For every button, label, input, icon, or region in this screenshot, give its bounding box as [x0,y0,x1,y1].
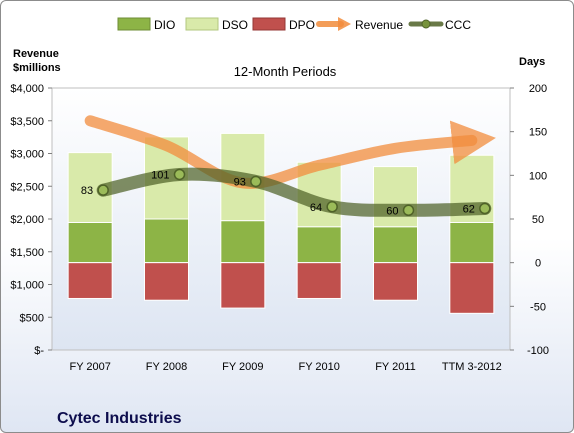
right-tick-label-2: -50 [530,301,546,313]
right-tick-label-6: 150 [529,127,547,139]
legend-label-dio: DIO [154,18,175,32]
left-tick-label-2: $500 [20,312,44,324]
legend-label-revenue: Revenue [355,18,403,32]
legend-label-dpo: DPO [289,18,315,32]
revenue-layer [84,115,496,189]
legend-item-dio: DIO [117,17,175,32]
ccc-point-4 [326,201,338,213]
company-name: Cytec Industries [57,410,182,427]
ccc-data-label-1: 83 [81,185,93,197]
left-axis-title-line2: $millions [13,62,61,74]
dio-bar-4 [296,226,342,264]
x-tick-label-2: FY 2008 [146,361,187,373]
ccc-data-label-5: 60 [386,205,398,217]
dpo-bar-1 [67,262,113,299]
ccc-data-label-2: 101 [151,169,169,181]
legend-item-ccc: CCC [408,18,471,32]
left-tick-label-3: $1,000 [10,280,44,292]
ccc-data-label-6: 62 [463,204,475,216]
x-tick-label-3: FY 2009 [222,361,263,373]
dio-bar-1 [67,221,113,264]
ccc-point-5 [402,204,415,217]
legend-item-revenue: Revenue [316,17,403,32]
x-tick-label-4: FY 2010 [298,361,339,373]
legend-label-ccc: CCC [445,18,471,32]
ccc-data-label-4: 64 [310,202,322,214]
ccc-point-1 [97,184,109,196]
left-axis: $- $500 $1,000 $1,500 $2,000 $2,500 $3,000 $3,5… [10,83,52,357]
right-tick-label-1: -100 [527,345,549,357]
right-tick-label-4: 50 [532,214,544,226]
ccc-line [96,167,492,217]
legend: DIO DSO DPO Revenue CCC [117,17,471,32]
legend-item-dpo: DPO [252,17,315,32]
dio-bar-2 [144,218,189,264]
right-tick-label-7: 200 [529,83,547,95]
dpo-bar-4 [296,262,342,299]
left-axis-title-line1: Revenue [13,48,59,60]
x-axis: FY 2007 FY 2008 FY 2009 FY 2010 FY 2011 TTM 3… [69,361,501,373]
x-tick-label-6: TTM 3-2012 [442,361,502,373]
left-tick-label-5: $2,000 [10,214,44,226]
dpo-bar-6 [449,262,495,314]
ccc-layer: 83 101 93 64 60 62 [81,167,492,217]
left-tick-label-7: $3,000 [10,149,44,161]
ccc-point-6 [479,202,491,215]
right-tick-label-3: 0 [535,258,541,270]
revenue-line [84,115,496,189]
ccc-point-3 [250,175,262,188]
left-tick-label-4: $1,500 [10,247,44,259]
dpo-bar-2 [144,262,189,301]
ccc-point-2 [173,168,186,181]
dpo-bar-5 [373,262,418,301]
right-tick-label-5: 100 [529,170,547,182]
dso-bar-5 [373,166,418,228]
dio-bar-3 [220,220,266,264]
right-axis: -100 -50 0 50 100 150 200 [510,83,549,357]
x-tick-label-5: FY 2011 [375,361,416,373]
dpo-bar-3 [220,262,266,309]
left-tick-label-9: $4,000 [10,83,44,95]
ccc-data-label-3: 93 [234,176,246,188]
right-axis-title: Days [519,56,545,68]
dio-bar-6 [449,221,495,264]
legend-label-dso: DSO [222,18,248,32]
dio-bar-5 [373,226,418,264]
legend-item-dso: DSO [185,17,248,32]
left-tick-label-6: $2,500 [10,181,44,193]
chart-title: 12-Month Periods [234,64,337,79]
left-tick-label-1: $- [34,345,44,357]
x-tick-label-1: FY 2007 [69,361,110,373]
left-tick-label-8: $3,500 [10,116,44,128]
